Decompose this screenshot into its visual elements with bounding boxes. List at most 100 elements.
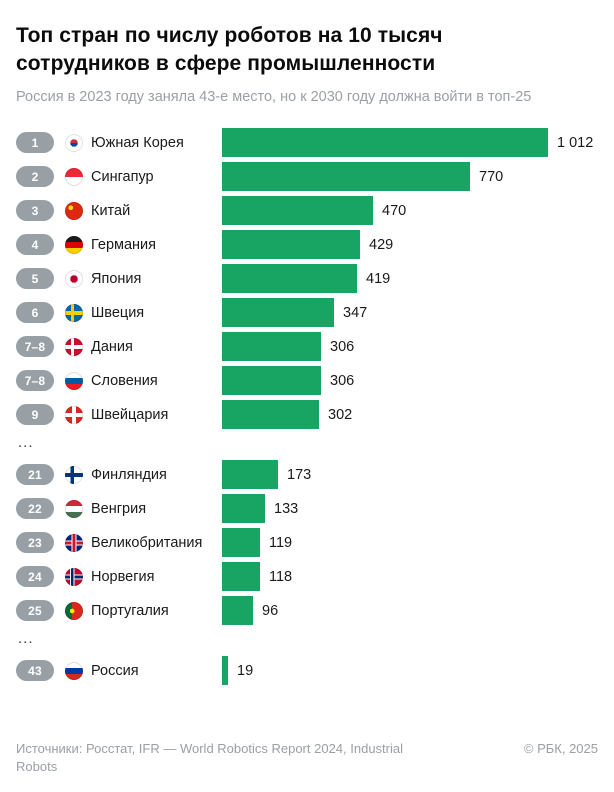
country-label: Сингапур bbox=[91, 168, 154, 185]
value-bar bbox=[222, 264, 357, 294]
chart-row: 43 Россия 19 bbox=[16, 654, 598, 688]
bar-area: 119 bbox=[222, 528, 598, 558]
value-bar bbox=[222, 366, 321, 396]
country-label: Россия bbox=[91, 662, 139, 679]
finland-flag-icon bbox=[65, 465, 83, 484]
chart-row: 9 Швейцария 302 bbox=[16, 398, 598, 432]
sweden-flag-icon bbox=[65, 303, 83, 322]
value-bar bbox=[222, 332, 321, 362]
bar-area: 419 bbox=[222, 264, 598, 294]
chart-row: 24 Норвегия 118 bbox=[16, 560, 598, 594]
chart-row: 25 Португалия 96 bbox=[16, 594, 598, 628]
chart-row: 3 Китай 470 bbox=[16, 194, 598, 228]
country-label: Дания bbox=[91, 338, 133, 355]
row-label-area: 5 Япония bbox=[16, 268, 222, 290]
rank-badge: 24 bbox=[16, 566, 54, 588]
bar-area: 19 bbox=[222, 656, 598, 686]
row-label-area: 21 Финляндия bbox=[16, 464, 222, 486]
rank-badge: 21 bbox=[16, 464, 54, 486]
portugal-flag-icon bbox=[65, 601, 83, 620]
value-bar bbox=[222, 596, 253, 626]
bar-area: 429 bbox=[222, 230, 598, 260]
row-label-area: 7–8 Дания bbox=[16, 336, 222, 358]
rank-badge: 7–8 bbox=[16, 336, 54, 358]
chart-row: 23 Великобритания 119 bbox=[16, 526, 598, 560]
row-label-area: 9 Швейцария bbox=[16, 404, 222, 426]
value-label: 19 bbox=[237, 662, 254, 679]
chart-row: 2 Сингапур 770 bbox=[16, 160, 598, 194]
china-flag-icon bbox=[65, 201, 83, 220]
country-label: Португалия bbox=[91, 602, 169, 619]
bar-area: 96 bbox=[222, 596, 598, 626]
value-label: 429 bbox=[369, 236, 394, 253]
value-label: 1 012 bbox=[557, 134, 594, 151]
row-label-area: 43 Россия bbox=[16, 660, 222, 682]
rank-badge: 5 bbox=[16, 268, 54, 290]
copyright-text: © РБК, 2025 bbox=[523, 740, 598, 756]
country-label: Германия bbox=[91, 236, 157, 253]
country-label: Венгрия bbox=[91, 500, 147, 517]
bar-area: 470 bbox=[222, 196, 598, 226]
country-label: Великобритания bbox=[91, 534, 203, 551]
denmark-flag-icon bbox=[65, 337, 83, 356]
japan-flag-icon bbox=[65, 269, 83, 288]
rank-badge: 4 bbox=[16, 234, 54, 256]
value-label: 770 bbox=[479, 168, 504, 185]
row-label-area: 25 Португалия bbox=[16, 600, 222, 622]
rank-badge: 6 bbox=[16, 302, 54, 324]
rank-badge: 7–8 bbox=[16, 370, 54, 392]
south-korea-flag-icon bbox=[65, 133, 83, 152]
rank-badge: 9 bbox=[16, 404, 54, 426]
page-title: Топ стран по числу роботов на 10 тысяч с… bbox=[16, 24, 443, 75]
chart-row: 4 Германия 429 bbox=[16, 228, 598, 262]
bar-area: 1 012 bbox=[222, 128, 598, 158]
country-label: Китай bbox=[91, 202, 131, 219]
bar-area: 118 bbox=[222, 562, 598, 592]
row-label-area: 22 Венгрия bbox=[16, 498, 222, 520]
rank-badge: 22 bbox=[16, 498, 54, 520]
value-bar bbox=[222, 196, 373, 226]
value-label: 347 bbox=[343, 304, 368, 321]
bar-area: 306 bbox=[222, 332, 598, 362]
value-bar bbox=[222, 400, 319, 430]
country-label: Словения bbox=[91, 372, 158, 389]
rank-badge: 1 bbox=[16, 132, 54, 154]
slovenia-flag-icon bbox=[65, 371, 83, 390]
sources-text: Источники: Росстат, IFR — World Robotics… bbox=[16, 740, 404, 774]
hungary-flag-icon bbox=[65, 499, 83, 518]
row-label-area: 6 Швеция bbox=[16, 302, 222, 324]
value-bar bbox=[222, 128, 548, 158]
country-label: Южная Корея bbox=[91, 134, 184, 151]
germany-flag-icon bbox=[65, 235, 83, 254]
row-label-area: 7–8 Словения bbox=[16, 370, 222, 392]
value-label: 118 bbox=[269, 568, 293, 585]
value-bar bbox=[222, 460, 278, 490]
chart-row: 21 Финляндия 173 bbox=[16, 458, 598, 492]
country-label: Норвегия bbox=[91, 568, 155, 585]
ellipsis-separator: ... bbox=[18, 433, 34, 451]
country-label: Швеция bbox=[91, 304, 145, 321]
chart-row: 5 Япония 419 bbox=[16, 262, 598, 296]
value-label: 419 bbox=[366, 270, 391, 287]
chart: 1 Южная Корея 1 012 2 Сингапур 770 3 Китай 470 4 Г… bbox=[16, 126, 598, 688]
value-bar bbox=[222, 528, 260, 558]
row-label-area: 3 Китай bbox=[16, 200, 222, 222]
country-label: Финляндия bbox=[91, 466, 167, 483]
chart-row: 7–8 Словения 306 bbox=[16, 364, 598, 398]
chart-row: 6 Швеция 347 bbox=[16, 296, 598, 330]
united-kingdom-flag-icon bbox=[65, 533, 83, 552]
bar-area: 173 bbox=[222, 460, 598, 490]
chart-row: 1 Южная Корея 1 012 bbox=[16, 126, 598, 160]
value-bar bbox=[222, 656, 228, 686]
rank-badge: 3 bbox=[16, 200, 54, 222]
bar-area: 770 bbox=[222, 162, 598, 192]
value-bar bbox=[222, 162, 470, 192]
value-label: 306 bbox=[330, 372, 355, 389]
value-label: 173 bbox=[287, 466, 312, 483]
value-label: 119 bbox=[269, 534, 293, 551]
subtitle: Россия в 2023 году заняла 43-е место, но… bbox=[16, 89, 532, 106]
chart-row: 7–8 Дания 306 bbox=[16, 330, 598, 364]
country-label: Япония bbox=[91, 270, 142, 287]
singapore-flag-icon bbox=[65, 167, 83, 186]
